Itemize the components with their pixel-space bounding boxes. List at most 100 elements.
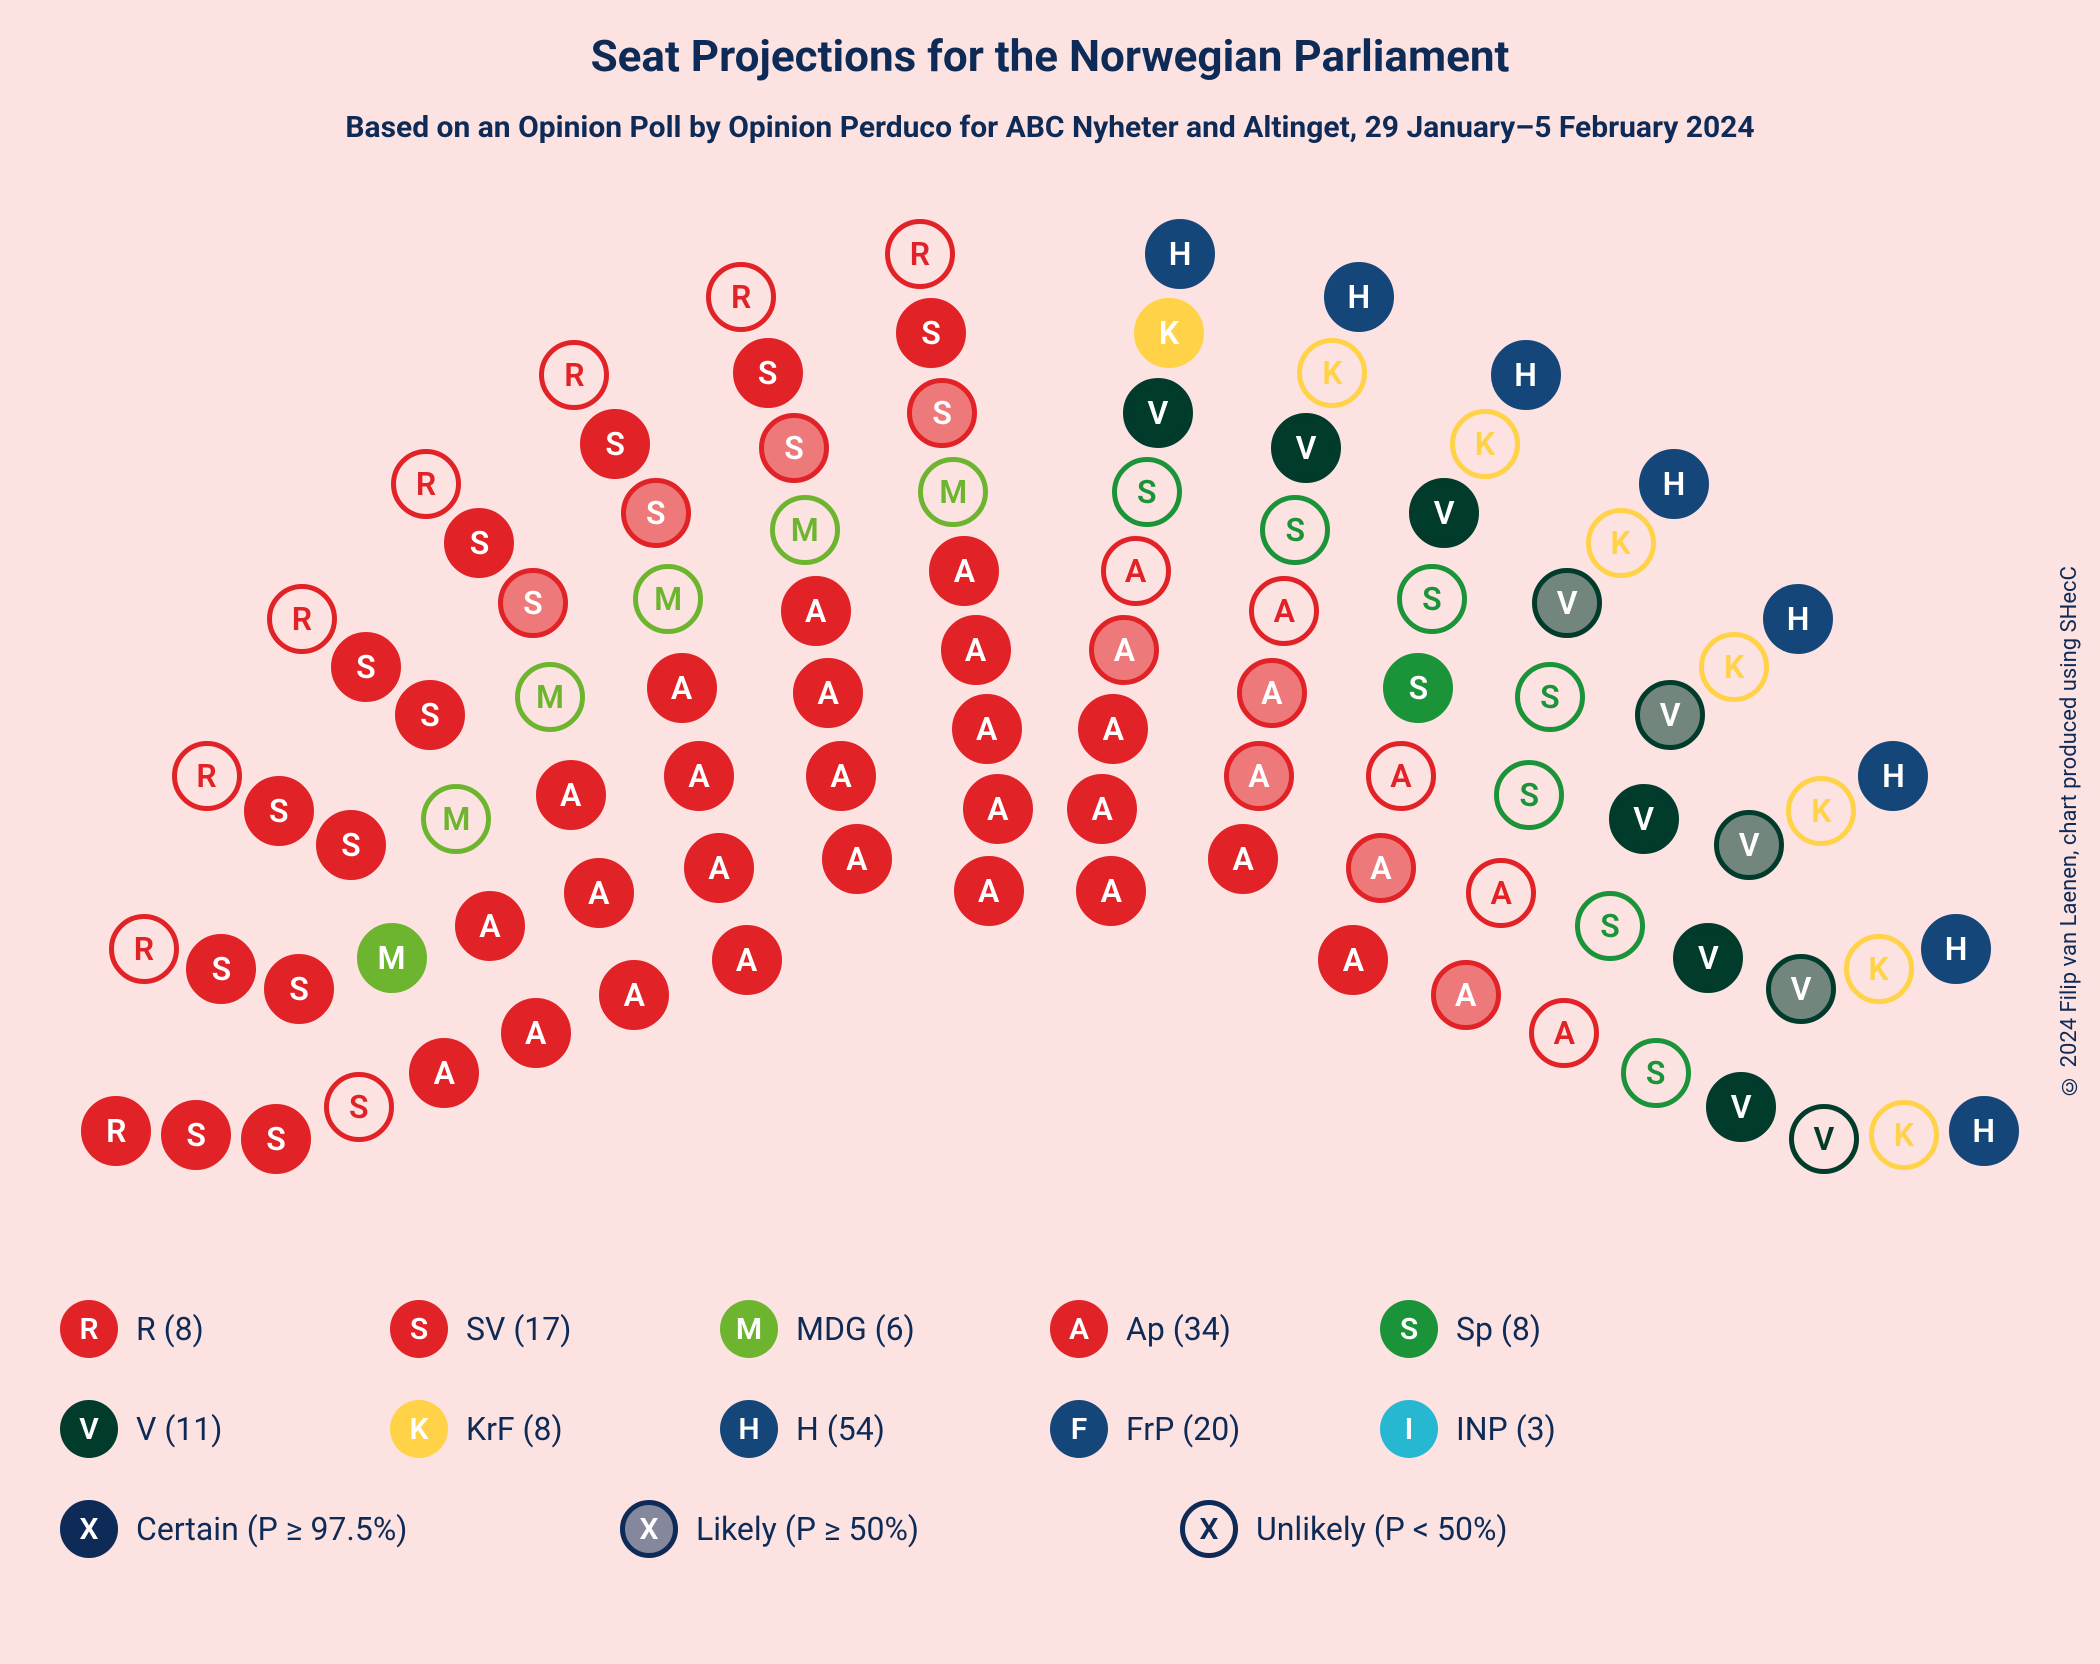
seat: R <box>539 340 609 410</box>
seat: R <box>706 262 776 332</box>
seat: S <box>324 1072 394 1142</box>
confidence-item-unlikely: X Unlikely (P < 50%) <box>1180 1500 1740 1558</box>
seat: M <box>770 495 840 565</box>
seat: A <box>1101 536 1171 606</box>
confidence-label: Unlikely (P < 50%) <box>1256 1510 1508 1548</box>
legend-item-frp: FFrP (20) <box>1050 1400 1380 1458</box>
legend-item-r: R R (8) <box>60 1300 390 1358</box>
seat: A <box>1249 576 1319 646</box>
seat: R <box>885 219 955 289</box>
seat: A <box>1318 925 1388 995</box>
seat: H <box>1639 449 1709 519</box>
seat: R <box>391 449 461 519</box>
seat: V <box>1789 1104 1859 1174</box>
seat: K <box>1869 1100 1939 1170</box>
confidence-legend: XCertain (P ≥ 97.5%)XLikely (P ≥ 50%)XUn… <box>60 1500 2040 1558</box>
seat: A <box>1089 615 1159 685</box>
seat: M <box>421 784 491 854</box>
chart-subtitle: Based on an Opinion Poll by Opinion Perd… <box>0 110 2100 145</box>
legend-label: H (54) <box>796 1410 885 1448</box>
seat: A <box>1431 960 1501 1030</box>
confidence-dot: X <box>60 1500 118 1558</box>
seat: A <box>564 858 634 928</box>
seat: A <box>712 925 782 995</box>
legend-dot: M <box>720 1300 778 1358</box>
seat: R <box>81 1096 151 1166</box>
seat: S <box>621 478 691 548</box>
seat: S <box>1112 457 1182 527</box>
seat: V <box>1532 568 1602 638</box>
seat: S <box>1397 564 1467 634</box>
legend-label: R (8) <box>136 1310 204 1348</box>
seat: R <box>109 914 179 984</box>
seat: S <box>896 298 966 368</box>
chart-title: Seat Projections for the Norwegian Parli… <box>0 30 2100 82</box>
legend-item-mdg: MMDG (6) <box>720 1300 1050 1358</box>
seat: V <box>1271 413 1341 483</box>
seat: A <box>1076 856 1146 926</box>
legend-item-v: V V (11) <box>60 1400 390 1458</box>
legend-dot: S <box>1380 1300 1438 1358</box>
seat: S <box>1621 1038 1691 1108</box>
seat: A <box>684 833 754 903</box>
seat: A <box>781 576 851 646</box>
seat: V <box>1706 1072 1776 1142</box>
seat: A <box>963 774 1033 844</box>
seat: A <box>1466 858 1536 928</box>
seat: V <box>1635 680 1705 750</box>
legend-label: SV (17) <box>466 1310 571 1348</box>
seat: K <box>1134 298 1204 368</box>
seat: A <box>536 760 606 830</box>
seat: H <box>1324 262 1394 332</box>
seat: M <box>515 662 585 732</box>
seat: S <box>241 1104 311 1174</box>
seat: S <box>733 338 803 408</box>
seat: S <box>759 413 829 483</box>
seat: A <box>455 891 525 961</box>
seat: H <box>1858 741 1928 811</box>
seat: V <box>1766 954 1836 1024</box>
legend-label: INP (3) <box>1456 1410 1556 1448</box>
seat: V <box>1714 810 1784 880</box>
seat: R <box>172 741 242 811</box>
seat: H <box>1921 914 1991 984</box>
legend-label: Ap (34) <box>1126 1310 1231 1348</box>
seat: A <box>1078 694 1148 764</box>
seat: A <box>1224 741 1294 811</box>
legend-label: V (11) <box>136 1410 222 1448</box>
seat: S <box>1494 760 1564 830</box>
seat: K <box>1699 632 1769 702</box>
seat: S <box>316 810 386 880</box>
legend-dot: V <box>60 1400 118 1458</box>
seat: K <box>1586 508 1656 578</box>
seat: S <box>331 632 401 702</box>
legend-item-inp: IINP (3) <box>1380 1400 1710 1458</box>
seat: S <box>264 954 334 1024</box>
seat: S <box>1575 891 1645 961</box>
seat: A <box>1529 998 1599 1068</box>
legend-item-ap: A Ap (34) <box>1050 1300 1380 1358</box>
seat: S <box>395 680 465 750</box>
confidence-item-certain: XCertain (P ≥ 97.5%) <box>60 1500 620 1558</box>
seat: A <box>1366 741 1436 811</box>
seat: S <box>161 1100 231 1170</box>
confidence-dot: X <box>1180 1500 1238 1558</box>
legend-dot: F <box>1050 1400 1108 1458</box>
seat: S <box>444 508 514 578</box>
seat: K <box>1450 409 1520 479</box>
seat: A <box>952 694 1022 764</box>
confidence-dot: X <box>620 1500 678 1558</box>
seat: A <box>1067 774 1137 844</box>
seat: A <box>501 998 571 1068</box>
seat: S <box>580 409 650 479</box>
confidence-label: Likely (P ≥ 50%) <box>696 1510 919 1548</box>
legend-label: KrF (8) <box>466 1410 563 1448</box>
confidence-item-likely: X Likely (P ≥ 50%) <box>620 1500 1180 1558</box>
legend-dot: A <box>1050 1300 1108 1358</box>
legend-dot: S <box>390 1300 448 1358</box>
seat: A <box>599 960 669 1030</box>
legend-dot: R <box>60 1300 118 1358</box>
seat: A <box>1346 833 1416 903</box>
seat: S <box>498 568 568 638</box>
seat: S <box>907 378 977 448</box>
